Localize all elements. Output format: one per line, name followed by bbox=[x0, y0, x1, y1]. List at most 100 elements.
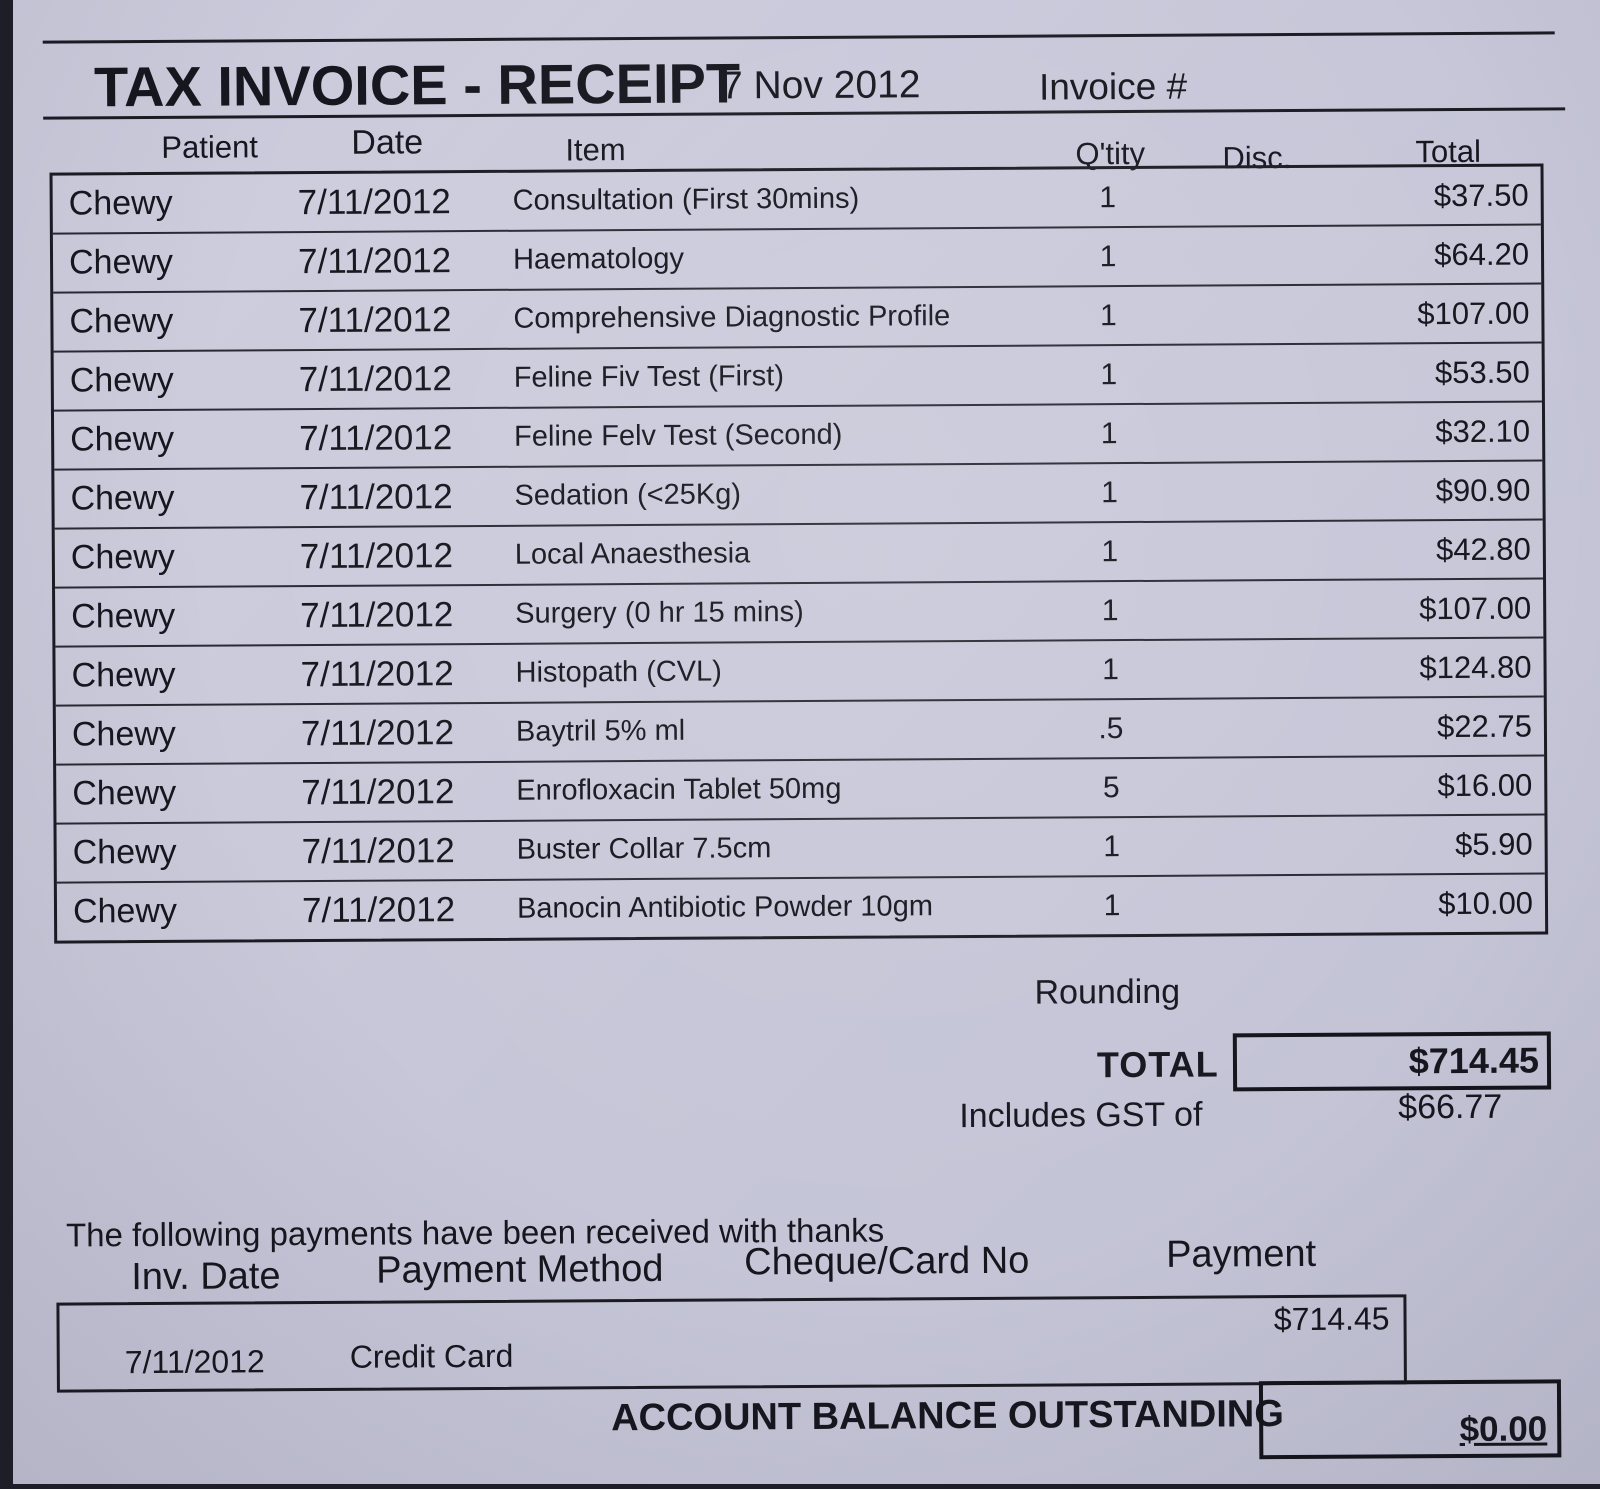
table-row: Chewy 7/11/2012 Feline Felv Test (Second… bbox=[53, 400, 1543, 469]
total-label: TOTAL bbox=[1096, 1043, 1219, 1086]
qty-cell: 1 bbox=[1100, 416, 1118, 450]
qty-cell: 1 bbox=[1100, 357, 1118, 391]
total-value-box: $714.45 bbox=[1232, 1031, 1552, 1092]
item-cell: Surgery (0 hr 15 mins) bbox=[515, 596, 804, 630]
total-cell: $16.00 bbox=[1437, 767, 1533, 803]
date-cell: 7/11/2012 bbox=[299, 535, 454, 576]
page-title: TAX INVOICE - RECEIPT bbox=[93, 51, 741, 119]
date-cell: 7/11/2012 bbox=[298, 358, 452, 399]
item-cell: Baytril 5% ml bbox=[515, 714, 686, 748]
total-cell: $37.50 bbox=[1433, 177, 1529, 213]
payment-header-cheque-no: Cheque/Card No bbox=[744, 1239, 1030, 1284]
item-cell: Banocin Antibiotic Powder 10gm bbox=[516, 890, 934, 925]
patient-cell: Chewy bbox=[69, 301, 174, 341]
date-cell: 7/11/2012 bbox=[301, 771, 455, 812]
payment-header-payment: Payment bbox=[1166, 1232, 1317, 1276]
date-cell: 7/11/2012 bbox=[301, 889, 456, 930]
rounding-label: Rounding bbox=[1034, 972, 1181, 1012]
qty-cell: 1 bbox=[1099, 180, 1117, 214]
total-cell: $107.00 bbox=[1419, 590, 1532, 626]
patient-cell: Chewy bbox=[68, 183, 173, 223]
payment-method-cell: Credit Card bbox=[349, 1337, 514, 1375]
qty-cell: 1 bbox=[1103, 829, 1121, 863]
payment-amount-cell: $714.45 bbox=[1273, 1300, 1390, 1338]
total-cell: $124.80 bbox=[1419, 649, 1532, 685]
item-cell: Enrofloxacin Tablet 50mg bbox=[516, 772, 842, 807]
gst-value: $66.77 bbox=[1398, 1087, 1503, 1127]
table-row: Chewy 7/11/2012 Haematology 1 $64.20 bbox=[52, 223, 1542, 292]
item-cell: Feline Fiv Test (First) bbox=[513, 360, 785, 394]
qty-cell: 1 bbox=[1101, 534, 1119, 568]
account-balance-label: ACCOUNT BALANCE OUTSTANDING bbox=[610, 1393, 1284, 1440]
top-divider bbox=[42, 31, 1555, 44]
date-cell: 7/11/2012 bbox=[299, 476, 453, 517]
receipt-paper: TAX INVOICE - RECEIPT 7 Nov 2012 Invoice… bbox=[13, 0, 1600, 1484]
patient-cell: Chewy bbox=[72, 891, 178, 931]
table-row: Chewy 7/11/2012 Surgery (0 hr 15 mins) 1… bbox=[55, 577, 1544, 646]
patient-cell: Chewy bbox=[71, 596, 176, 636]
disc-cell bbox=[1174, 373, 1314, 374]
patient-cell: Chewy bbox=[72, 773, 177, 813]
invoice-date: 7 Nov 2012 bbox=[720, 63, 921, 108]
disc-cell bbox=[1176, 727, 1316, 728]
item-cell: Comprehensive Diagnostic Profile bbox=[513, 300, 951, 335]
disc-cell bbox=[1175, 550, 1315, 551]
table-row: Chewy 7/11/2012 Banocin Antibiotic Powde… bbox=[56, 872, 1546, 941]
column-header-date: Date bbox=[351, 123, 424, 162]
item-cell: Histopath (CVL) bbox=[515, 655, 722, 689]
column-header-patient: Patient bbox=[161, 129, 258, 165]
disc-cell bbox=[1177, 845, 1317, 846]
disc-cell bbox=[1173, 196, 1313, 197]
total-cell: $42.80 bbox=[1435, 531, 1531, 567]
qty-cell: 1 bbox=[1099, 239, 1117, 273]
qty-cell: 1 bbox=[1101, 593, 1119, 627]
receipt-content: TAX INVOICE - RECEIPT 7 Nov 2012 Invoice… bbox=[8, 0, 1600, 1489]
total-cell: $90.90 bbox=[1435, 472, 1531, 508]
qty-cell: .5 bbox=[1098, 711, 1124, 745]
table-row: Chewy 7/11/2012 Buster Collar 7.5cm 1 $5… bbox=[56, 813, 1545, 882]
patient-cell: Chewy bbox=[68, 242, 174, 282]
patient-cell: Chewy bbox=[70, 537, 175, 577]
patient-cell: Chewy bbox=[69, 360, 174, 400]
table-row: Chewy 7/11/2012 Consultation (First 30mi… bbox=[53, 167, 1541, 233]
table-row: Chewy 7/11/2012 Enrofloxacin Tablet 50mg… bbox=[56, 754, 1545, 823]
table-row: Chewy 7/11/2012 Local Anaesthesia 1 $42.… bbox=[54, 518, 1544, 587]
date-cell: 7/11/2012 bbox=[301, 830, 455, 871]
total-cell: $22.75 bbox=[1436, 708, 1533, 744]
payment-row: $714.45 7/11/2012 Credit Card bbox=[56, 1294, 1407, 1393]
date-cell: 7/11/2012 bbox=[297, 181, 451, 222]
patient-cell: Chewy bbox=[71, 714, 176, 754]
table-row: Chewy 7/11/2012 Baytril 5% ml .5 $22.75 bbox=[55, 695, 1545, 764]
disc-cell bbox=[1176, 668, 1316, 669]
item-cell: Local Anaesthesia bbox=[514, 537, 751, 571]
account-balance-box: $0.00 bbox=[1258, 1379, 1562, 1460]
disc-cell bbox=[1173, 314, 1313, 315]
qty-cell: 1 bbox=[1101, 475, 1118, 509]
total-cell: $107.00 bbox=[1417, 295, 1530, 331]
table-row: Chewy 7/11/2012 Feline Fiv Test (First) … bbox=[53, 341, 1542, 410]
payment-header-method: Payment Method bbox=[376, 1247, 664, 1292]
table-row: Chewy 7/11/2012 Comprehensive Diagnostic… bbox=[53, 282, 1542, 351]
date-cell: 7/11/2012 bbox=[300, 653, 454, 694]
total-cell: $5.90 bbox=[1454, 826, 1533, 862]
item-cell: Sedation (<25Kg) bbox=[514, 478, 742, 512]
date-cell: 7/11/2012 bbox=[300, 712, 455, 753]
table-row: Chewy 7/11/2012 Histopath (CVL) 1 $124.8… bbox=[55, 636, 1544, 705]
line-items-table: Chewy 7/11/2012 Consultation (First 30mi… bbox=[49, 163, 1549, 944]
date-cell: 7/11/2012 bbox=[298, 299, 452, 340]
date-cell: 7/11/2012 bbox=[297, 240, 452, 281]
patient-cell: Chewy bbox=[71, 655, 176, 695]
item-cell: Haematology bbox=[512, 242, 685, 276]
patient-cell: Chewy bbox=[72, 832, 177, 872]
disc-cell bbox=[1173, 255, 1313, 256]
patient-cell: Chewy bbox=[70, 478, 175, 518]
account-balance-value: $0.00 bbox=[1459, 1409, 1548, 1450]
disc-cell bbox=[1176, 786, 1316, 787]
payment-header-inv-date: Inv. Date bbox=[131, 1255, 281, 1299]
disc-cell bbox=[1175, 609, 1315, 610]
item-cell: Buster Collar 7.5cm bbox=[516, 832, 772, 866]
qty-cell: 1 bbox=[1099, 298, 1117, 332]
date-cell: 7/11/2012 bbox=[300, 594, 454, 635]
item-cell: Feline Felv Test (Second) bbox=[514, 418, 843, 453]
qty-cell: 1 bbox=[1102, 652, 1120, 686]
